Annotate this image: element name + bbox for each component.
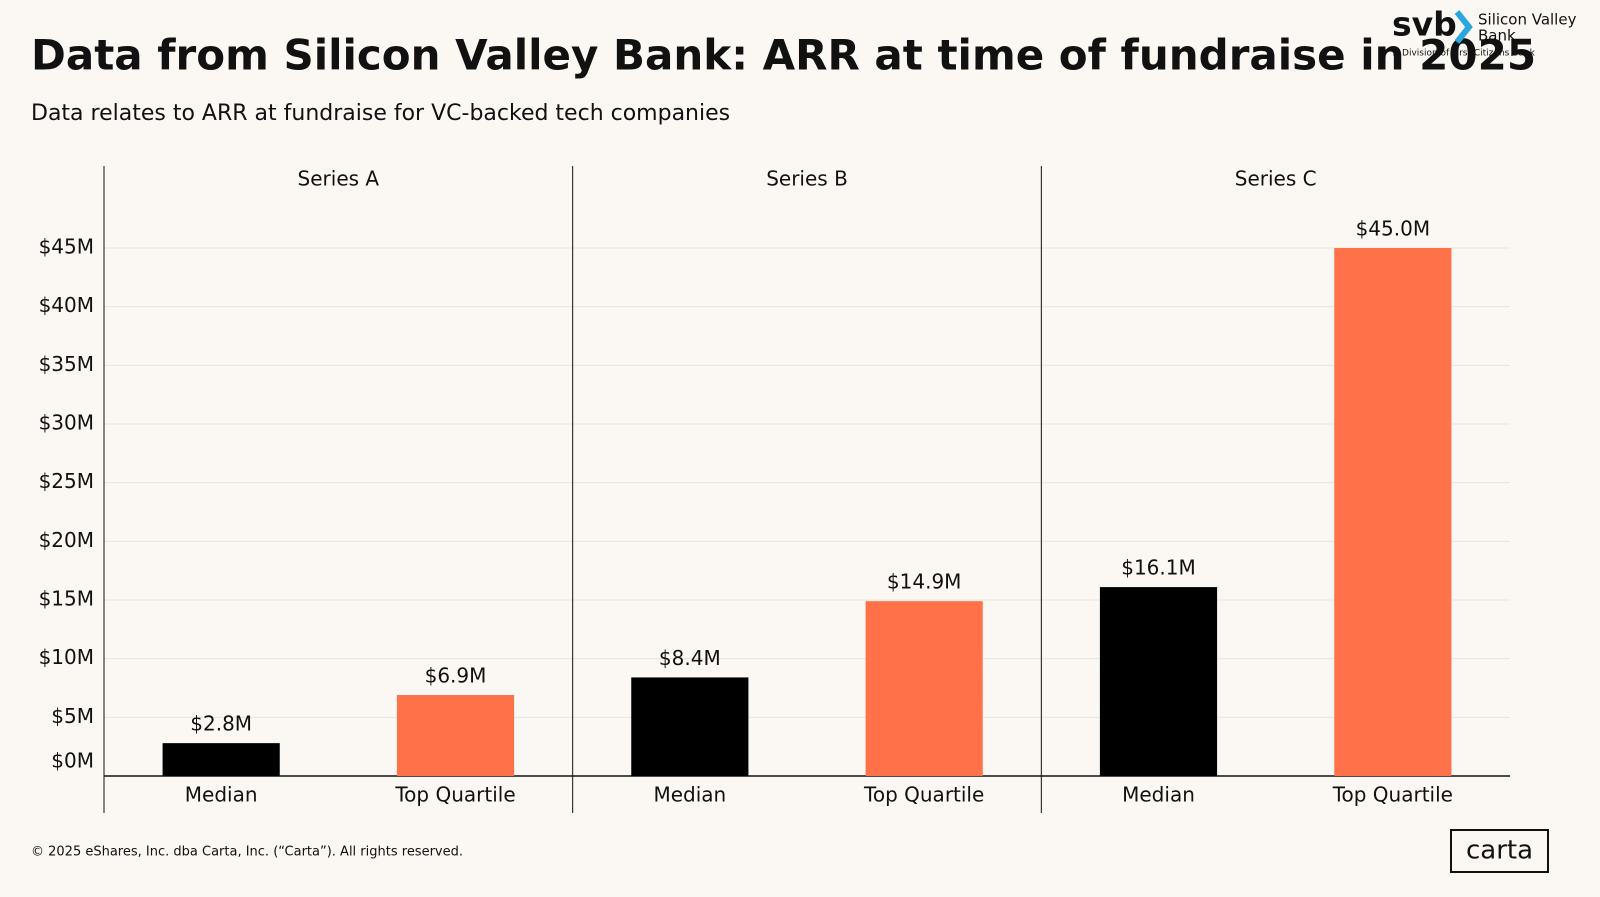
y-tick-label: $25M xyxy=(39,469,94,493)
y-tick-label: $35M xyxy=(39,352,94,376)
bar xyxy=(865,601,983,776)
svb-logo: svb Silicon Valley Bank A Division of Fi… xyxy=(1392,5,1577,59)
data-label: $16.1M xyxy=(1121,556,1196,580)
panel-title: Series B xyxy=(766,167,848,191)
data-label: $6.9M xyxy=(425,664,487,688)
logo-division: A Division of First Citizens Bank xyxy=(1393,49,1536,59)
panel-title: Series A xyxy=(298,167,380,191)
bar xyxy=(631,677,749,776)
y-tick-label: $30M xyxy=(39,411,94,435)
x-tick-label: Median xyxy=(1122,783,1195,807)
panel-title: Series C xyxy=(1235,167,1317,191)
y-tick-label: $5M xyxy=(51,704,94,728)
data-label: $45.0M xyxy=(1356,217,1431,241)
x-tick-label: Top Quartile xyxy=(863,783,984,807)
x-tick-label: Top Quartile xyxy=(1332,783,1453,807)
bar xyxy=(1099,587,1218,776)
logo-name: Bank xyxy=(1478,27,1516,45)
copyright: © 2025 eShares, Inc. dba Carta, Inc. (“C… xyxy=(31,845,463,860)
logo-mark: svb xyxy=(1392,5,1457,44)
chart-subtitle: Data relates to ARR at fundraise for VC-… xyxy=(31,101,730,126)
data-label: $2.8M xyxy=(190,712,252,736)
y-tick-label: $40M xyxy=(39,293,94,317)
y-tick-label: $45M xyxy=(39,235,94,259)
data-label: $8.4M xyxy=(659,646,721,670)
x-tick-label: Top Quartile xyxy=(394,783,515,807)
bar xyxy=(162,743,280,776)
chart-title: Data from Silicon Valley Bank: ARR at ti… xyxy=(31,31,1536,80)
y-tick-label: $10M xyxy=(39,645,94,669)
brand-box xyxy=(1450,829,1549,873)
y-tick-label: $15M xyxy=(39,587,94,611)
x-tick-label: Median xyxy=(185,783,258,807)
brand: carta xyxy=(1466,836,1533,866)
y-tick-label: $0M xyxy=(51,749,94,773)
data-label: $14.9M xyxy=(887,570,962,594)
bar xyxy=(1334,248,1452,776)
logo-name: Silicon Valley xyxy=(1478,11,1577,29)
bar xyxy=(396,695,515,776)
logo-chevron xyxy=(1454,10,1473,44)
y-tick-label: $20M xyxy=(39,528,94,552)
x-tick-label: Median xyxy=(653,783,726,807)
